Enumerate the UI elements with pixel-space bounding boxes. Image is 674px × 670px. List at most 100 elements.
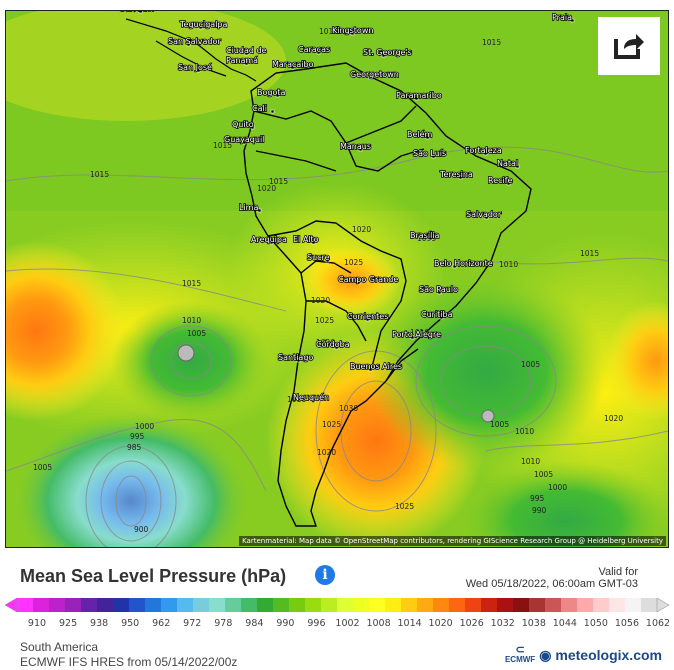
- scale-swatch: [481, 598, 498, 612]
- city-marker: [437, 290, 442, 295]
- isobar-label: 1020: [604, 414, 623, 423]
- scale-tick-label: 972: [183, 618, 202, 629]
- city-label: Santiago: [278, 353, 313, 362]
- share-icon: [614, 34, 644, 59]
- isobar-label: 1005: [534, 470, 553, 479]
- city-label: Kingstown: [332, 26, 373, 35]
- isobar-label: 1015: [182, 279, 201, 288]
- isobar-label: 1005: [490, 420, 509, 429]
- scale-tick-label: 1026: [459, 618, 484, 629]
- scale-swatch: [593, 598, 610, 612]
- isobar-label: 1015: [482, 38, 501, 47]
- scale-swatch: [609, 598, 626, 612]
- city-label: El Alto: [293, 235, 319, 244]
- city-marker: [365, 317, 370, 322]
- city-label: Corrientes: [347, 312, 388, 321]
- city-marker: [431, 154, 436, 159]
- city-marker: [257, 208, 262, 213]
- scale-swatch: [353, 598, 370, 612]
- scale-tick-label: 1008: [366, 618, 391, 629]
- scale-swatch: [385, 598, 402, 612]
- city-marker: [269, 240, 274, 245]
- scale-swatch: [177, 598, 194, 612]
- city-marker: [242, 140, 247, 145]
- map-canvas: 1015101510151015101510201020101510251015…: [6, 11, 668, 547]
- scale-swatch: [209, 598, 226, 612]
- city-label: St. George's: [363, 48, 412, 57]
- city-label: Quito: [232, 120, 254, 129]
- city-marker: [196, 68, 201, 73]
- scale-swatch: [625, 598, 642, 612]
- city-marker: [368, 367, 373, 372]
- scale-tick-label: 984: [245, 618, 264, 629]
- ecmwf-logo: ⊂ ECMWF: [504, 644, 536, 665]
- isobar-label: 1025: [395, 502, 414, 511]
- city-marker: [334, 345, 339, 350]
- city-label: Neuquén: [293, 392, 329, 402]
- scale-swatch: [417, 598, 434, 612]
- city-label: São Luís: [413, 149, 446, 158]
- city-label: Guayaquil: [224, 135, 264, 144]
- isobar-label: 1010: [515, 427, 534, 436]
- pressure-map[interactable]: 1015 1015 1015 1015 1015 1020 1020 1015 1025 1015…: [5, 10, 669, 548]
- city-label: Teresina: [439, 170, 473, 179]
- scale-swatch: [193, 598, 210, 612]
- city-marker: [368, 75, 373, 80]
- scale-tick-label: 1002: [335, 618, 360, 629]
- city-label: San José: [178, 62, 212, 72]
- scale-tick-label: 1020: [428, 618, 453, 629]
- scale-swatch: [97, 598, 114, 612]
- share-button[interactable]: [598, 17, 660, 75]
- meteologix-logo[interactable]: ⊂ ECMWF ◉ meteologix.com: [504, 644, 662, 665]
- city-label: Buenos Aires: [350, 362, 402, 371]
- scale-swatch: [257, 598, 274, 612]
- scale-swatch: [545, 598, 562, 612]
- info-icon[interactable]: i: [315, 565, 335, 585]
- city-marker: [275, 93, 280, 98]
- isobar-label: 900: [134, 525, 149, 534]
- isobar-label: 1020: [352, 225, 371, 234]
- city-marker: [250, 125, 255, 130]
- city-label: Belo Horizonte: [434, 259, 493, 268]
- city-marker: [458, 175, 463, 180]
- isobar-label: 1005: [187, 329, 206, 338]
- city-label: Brasília: [410, 231, 440, 240]
- isobar-label: 1015: [319, 27, 338, 36]
- city-label: San Salvador: [168, 37, 221, 46]
- isobar-label: 1010: [499, 260, 518, 269]
- scale-tick-label: 1062: [645, 618, 671, 629]
- region-label: South America: [20, 640, 99, 654]
- scale-swatch: [273, 598, 290, 612]
- city-label: Bogota: [257, 88, 285, 97]
- scale-swatch: [561, 598, 578, 612]
- logo-text: meteologix.com: [555, 647, 662, 663]
- isobar-label: 1010: [182, 316, 201, 325]
- city-marker: [414, 96, 419, 101]
- city-label: Curitiba: [421, 310, 453, 319]
- city-marker: [439, 315, 444, 320]
- isobar-label: 1010: [410, 328, 429, 337]
- city-marker: [290, 65, 295, 70]
- scale-tick-label: 938: [90, 618, 109, 629]
- city-label: Caracas: [298, 45, 330, 54]
- isobar-label: 1020: [311, 296, 330, 305]
- scale-swatch: [529, 598, 546, 612]
- valid-time: Valid for Wed 05/18/2022, 06:00am GMT-03: [466, 566, 638, 590]
- scale-swatch: [145, 598, 162, 612]
- isobar-label: 1005: [33, 463, 52, 472]
- isobar-label: 1000: [548, 483, 567, 492]
- scale-swatch: [321, 598, 338, 612]
- globe-icon: ◉: [539, 646, 552, 663]
- ecmwf-icon: ⊂: [515, 644, 525, 656]
- isobar-label: 1010: [287, 395, 306, 404]
- isobar-label: 985: [127, 443, 142, 452]
- city-label: Fortaleza: [465, 146, 502, 155]
- city-marker: [356, 280, 361, 285]
- color-scale-ticks: 910 925 938 950 962 972 978 984 990 996 1002 1008 10…: [0, 618, 674, 632]
- city-marker: [316, 50, 321, 55]
- city-marker: [186, 42, 191, 47]
- city-marker: [311, 398, 316, 403]
- city-label: Lima: [239, 203, 258, 212]
- city-label: Córdoba: [316, 339, 350, 349]
- city-label: Panamá: [226, 56, 258, 65]
